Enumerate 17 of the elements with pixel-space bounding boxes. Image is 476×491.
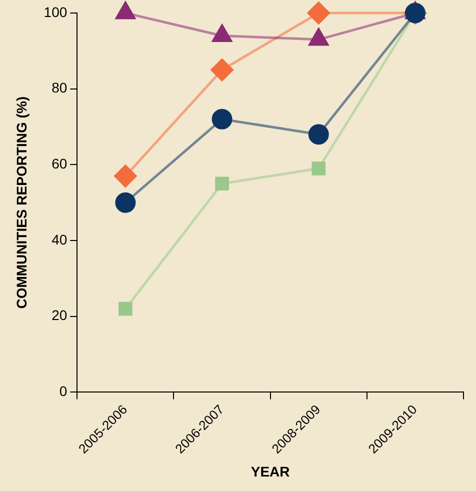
y-axis-title: COMMUNITIES REPORTING (%) xyxy=(13,96,30,309)
point xyxy=(212,108,232,130)
y-tick-label: 0 xyxy=(59,383,68,400)
y-tick-label: 80 xyxy=(52,80,68,96)
point xyxy=(114,164,137,188)
y-tick-label: 40 xyxy=(52,231,68,248)
point xyxy=(115,192,136,213)
point xyxy=(210,58,234,82)
y-tick-label: 100 xyxy=(44,4,68,20)
point xyxy=(307,2,330,24)
point xyxy=(215,176,229,191)
point xyxy=(118,302,132,316)
y-tick-label: 60 xyxy=(52,156,68,172)
x-axis-title: YEAR xyxy=(250,463,290,480)
point xyxy=(312,162,326,176)
point xyxy=(308,124,329,145)
y-tick-label: 20 xyxy=(52,307,68,324)
